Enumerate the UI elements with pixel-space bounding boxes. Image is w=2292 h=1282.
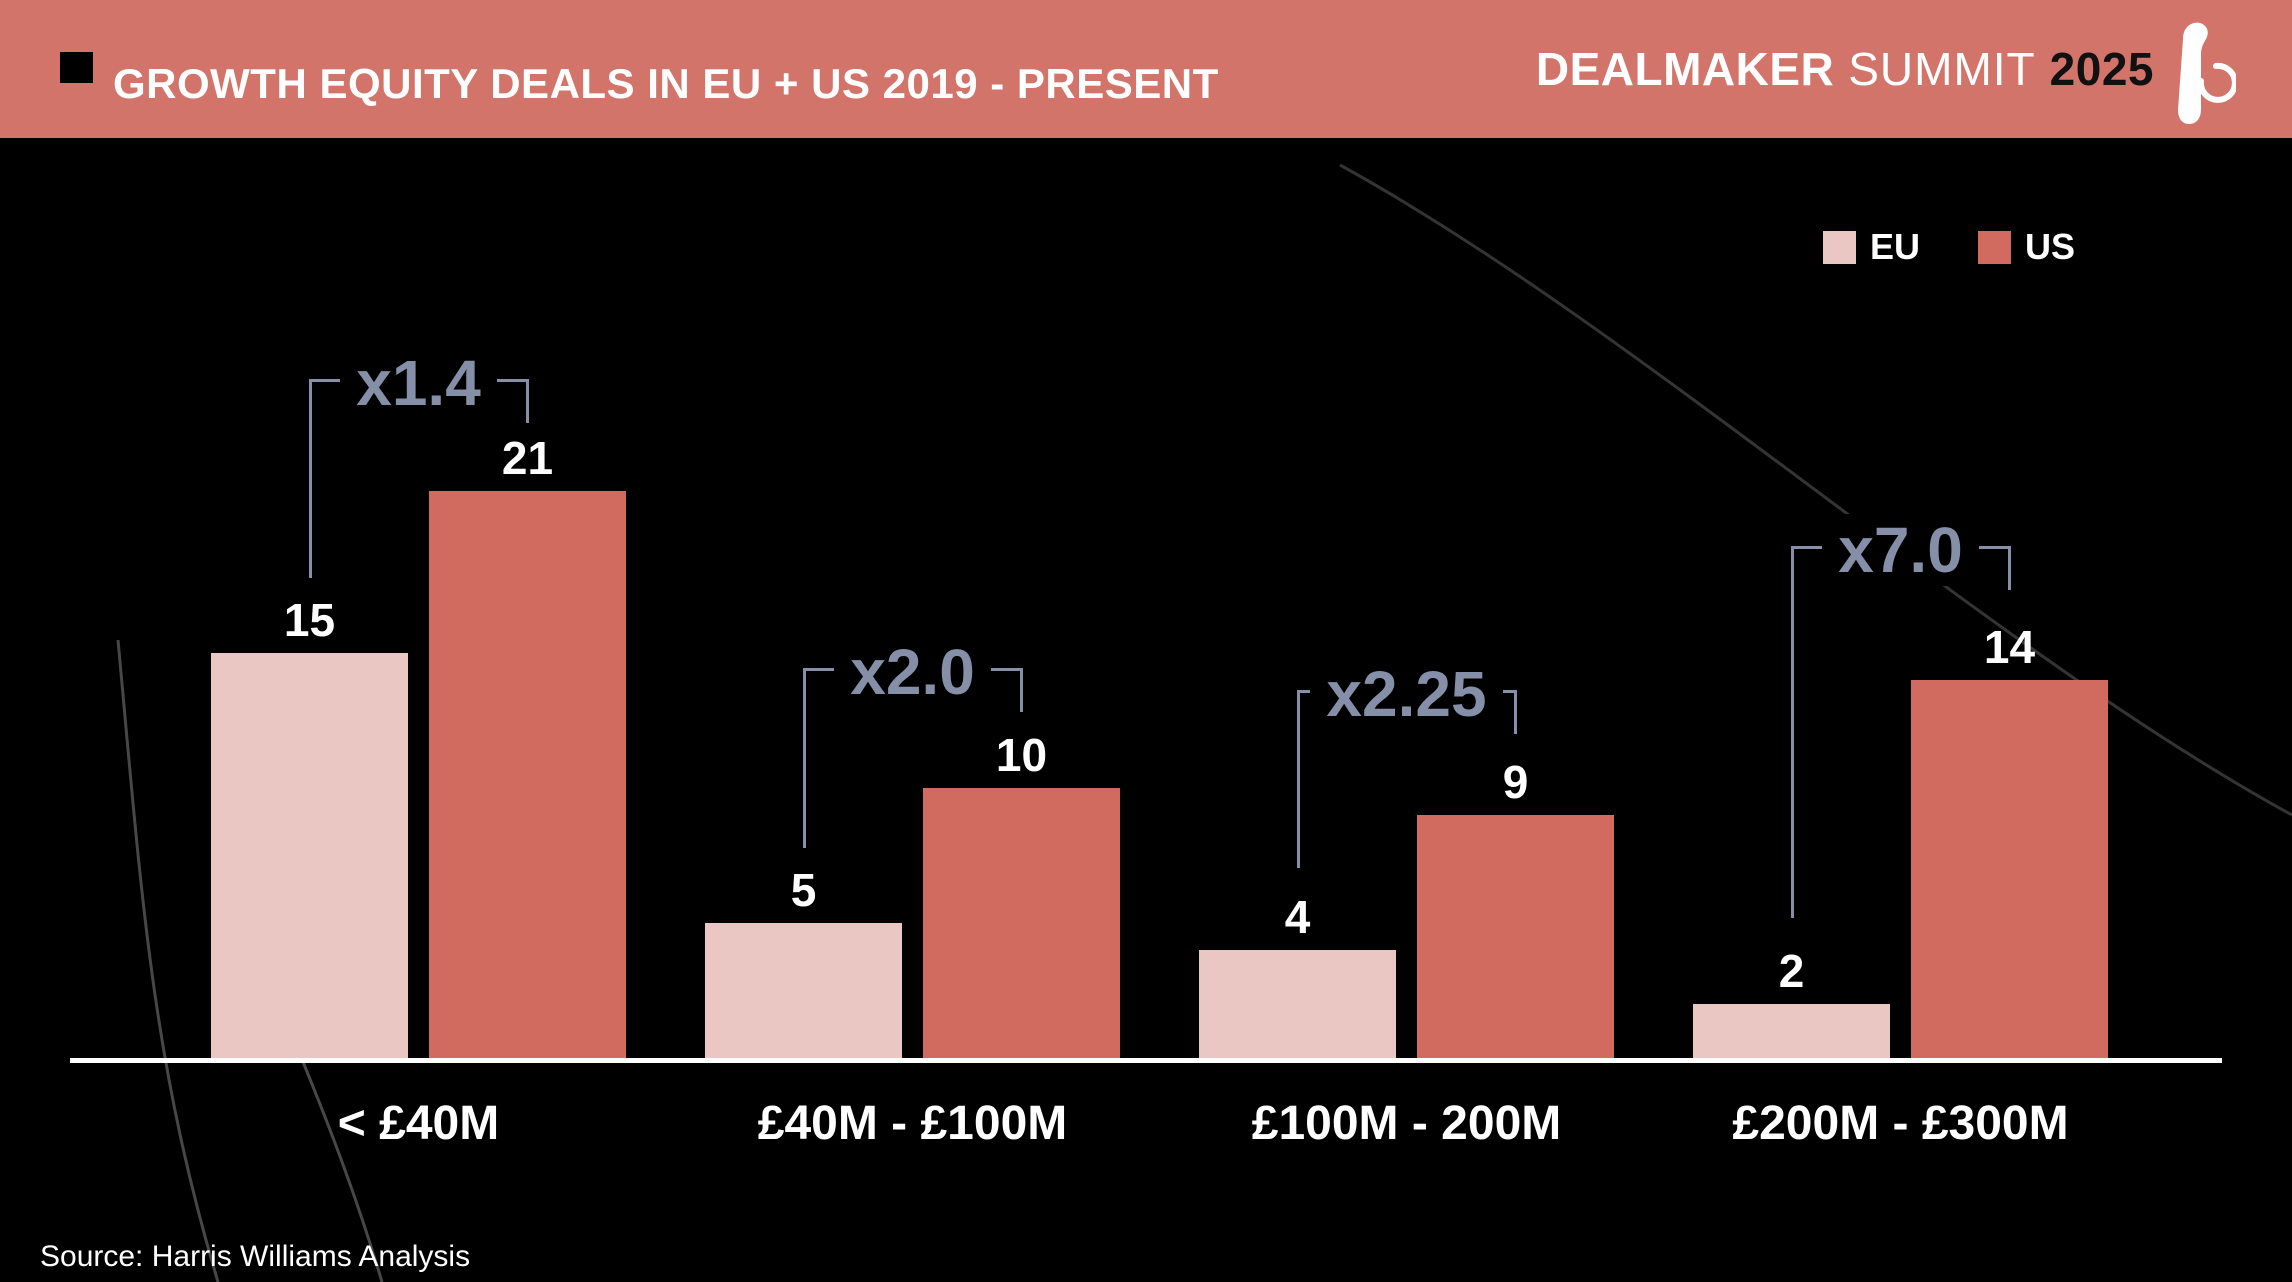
category-label: £40M - £100M [757,1097,1068,1150]
bracket-horizontal [309,379,528,382]
bracket-right-vertical [525,379,529,423]
multiplier-label: x2.0 [834,636,991,708]
legend-label-us: US [2025,226,2076,267]
legend: EU US [1823,226,2075,268]
bar-eu [211,653,408,1058]
bracket-right-vertical [1019,668,1023,712]
header-square-icon [60,52,93,83]
multiplier-label: x2.25 [1310,658,1503,730]
bar-value-us: 10 [995,729,1048,781]
bar-value-us: 14 [1983,621,2036,673]
brand-event: SUMMIT [1848,43,2036,95]
category-label: £100M - 200M [1251,1097,1562,1150]
bar-value-us: 9 [1502,756,1529,808]
brand-b-logo-icon [2178,22,2236,124]
header-bar: GROWTH EQUITY DEALS IN EU + US 2019 - PR… [0,0,2292,138]
legend-swatch-eu [1823,230,1856,264]
legend-label-eu: EU [1870,226,1921,267]
bracket-horizontal [1791,546,2010,549]
bar-us [1417,815,1614,1058]
bracket-left-vertical [1296,690,1300,868]
brand-name: DEALMAKER [1535,43,1835,95]
bar-us [1911,680,2108,1058]
multiplier-label-box: x2.25 [1298,656,1516,732]
bracket-horizontal [803,668,1022,671]
multiplier-label-box: x2.0 [804,634,1022,710]
bar-eu [705,923,902,1058]
bracket-horizontal [1297,690,1516,693]
bar-value-eu: 15 [283,594,336,646]
multiplier-label: x7.0 [1822,514,1979,586]
bracket-left-vertical [1790,546,1794,918]
category-label: £200M - £300M [1732,1097,2069,1150]
source-note: Source: Harris Williams Analysis [40,1240,471,1273]
brand-lockup: DEALMAKER SUMMIT 2025 [1536,0,2236,138]
bar-us [429,491,626,1058]
bracket-left-vertical [308,379,312,578]
bar-value-eu: 2 [1778,945,1805,997]
bar-eu [1693,1004,1890,1058]
brand-year: 2025 [2049,43,2154,95]
bar-us [923,788,1120,1058]
multiplier-label-box: x7.0 [1792,512,2010,588]
multiplier-label-box: x1.4 [310,345,528,421]
bracket-right-vertical [2007,546,2011,590]
bar-eu [1199,950,1396,1058]
bar-value-us: 21 [501,432,554,484]
bar-value-eu: 5 [790,864,817,916]
multiplier-label: x1.4 [340,347,497,419]
category-label: < £40M [337,1097,500,1150]
bar-value-eu: 4 [1284,891,1311,943]
legend-swatch-us [1978,230,2012,264]
bracket-left-vertical [802,668,806,848]
x-axis-line [70,1058,2222,1063]
bracket-right-vertical [1513,690,1517,734]
page-title: GROWTH EQUITY DEALS IN EU + US 2019 - PR… [113,60,1219,107]
